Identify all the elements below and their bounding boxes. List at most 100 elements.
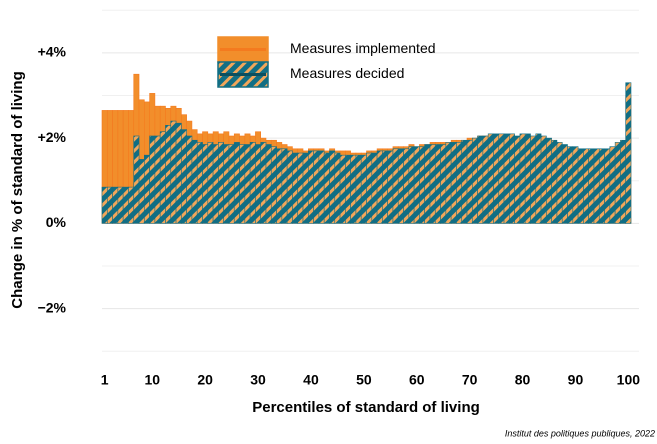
bar: [128, 186, 135, 224]
bar: [276, 148, 283, 224]
bar: [540, 135, 547, 224]
bar: [138, 159, 145, 224]
legend-label: Measures implemented: [290, 40, 436, 56]
bar: [551, 139, 558, 224]
bar: [440, 144, 447, 224]
y-tick-label: +4%: [38, 44, 67, 60]
legend-label: Measures decided: [290, 65, 404, 81]
bar: [477, 135, 484, 224]
x-tick-label: 1: [101, 372, 109, 388]
bar: [323, 152, 330, 224]
bar: [503, 133, 510, 224]
bar: [419, 146, 425, 224]
bar: [514, 135, 521, 224]
bar: [106, 186, 113, 224]
bar: [424, 144, 431, 224]
bar: [609, 146, 616, 224]
bar: [233, 142, 240, 224]
bar: [572, 146, 579, 224]
bar: [286, 150, 293, 224]
bar: [149, 135, 156, 224]
bar: [260, 142, 267, 224]
bar: [117, 186, 124, 224]
y-tick-label: 0%: [46, 214, 67, 230]
bar: [445, 142, 452, 224]
bar: [366, 152, 373, 224]
bar: [461, 139, 468, 224]
bar: [302, 152, 309, 224]
bar: [466, 139, 473, 224]
bar: [450, 142, 457, 224]
bar: [360, 154, 367, 224]
bar: [244, 144, 251, 224]
bar: [186, 135, 193, 224]
bar: [239, 144, 246, 224]
bar: [429, 144, 436, 224]
bar: [392, 148, 399, 224]
bar: [249, 142, 256, 224]
bar: [530, 135, 537, 224]
bar: [382, 150, 388, 224]
bar: [112, 186, 119, 224]
x-tick-label: 70: [462, 372, 478, 388]
bar: [329, 150, 336, 224]
y-axis-label: Change in % of standard of living: [9, 71, 26, 309]
bar: [413, 146, 420, 224]
bar: [154, 135, 161, 224]
x-tick-label: 30: [250, 372, 266, 388]
bar: [371, 152, 378, 224]
x-tick-label: 90: [568, 372, 584, 388]
bar: [334, 152, 341, 224]
bar: [144, 154, 150, 224]
bar: [471, 137, 478, 224]
bar: [196, 142, 203, 224]
caption: Institut des politiques publiques, 2022: [505, 428, 655, 438]
bar: [408, 146, 415, 224]
bar: [101, 186, 108, 224]
x-tick-label: 50: [356, 372, 372, 388]
bar: [218, 142, 224, 224]
bar: [524, 133, 531, 224]
y-tick-label: +2%: [38, 129, 67, 145]
bar: [339, 154, 346, 224]
bar: [397, 148, 404, 224]
x-axis-label: Percentiles of standard of living: [252, 399, 480, 416]
bar: [583, 148, 589, 224]
bar: [482, 135, 489, 224]
bar: [350, 154, 357, 224]
x-tick-label: 60: [409, 372, 425, 388]
x-tick-label: 100: [617, 372, 641, 388]
bar: [535, 133, 542, 224]
bar: [170, 120, 177, 224]
bar: [255, 144, 262, 224]
bar: [487, 133, 494, 224]
bar: [270, 146, 277, 224]
y-tick-label: −2%: [38, 299, 67, 315]
bar: [159, 131, 166, 224]
bar: [614, 142, 621, 224]
bar: [593, 148, 600, 224]
bar: [228, 144, 235, 224]
bar: [604, 148, 611, 224]
bar: [281, 148, 288, 224]
bar: [588, 148, 595, 224]
bar: [456, 142, 463, 224]
bar: [355, 154, 362, 224]
bar: [133, 135, 140, 224]
bar: [345, 154, 351, 224]
bar: [403, 148, 410, 224]
bar: [165, 125, 172, 224]
bar: [191, 139, 198, 224]
bar: [387, 150, 394, 224]
series: [101, 82, 632, 224]
bar: [625, 82, 632, 224]
bar: [122, 186, 129, 224]
bar: [556, 142, 563, 224]
bar: [434, 144, 441, 224]
bar: [202, 144, 209, 224]
bar: [598, 148, 605, 224]
bar: [212, 144, 219, 224]
bar: [181, 129, 187, 224]
bar: [207, 142, 214, 224]
bar: [265, 144, 272, 224]
